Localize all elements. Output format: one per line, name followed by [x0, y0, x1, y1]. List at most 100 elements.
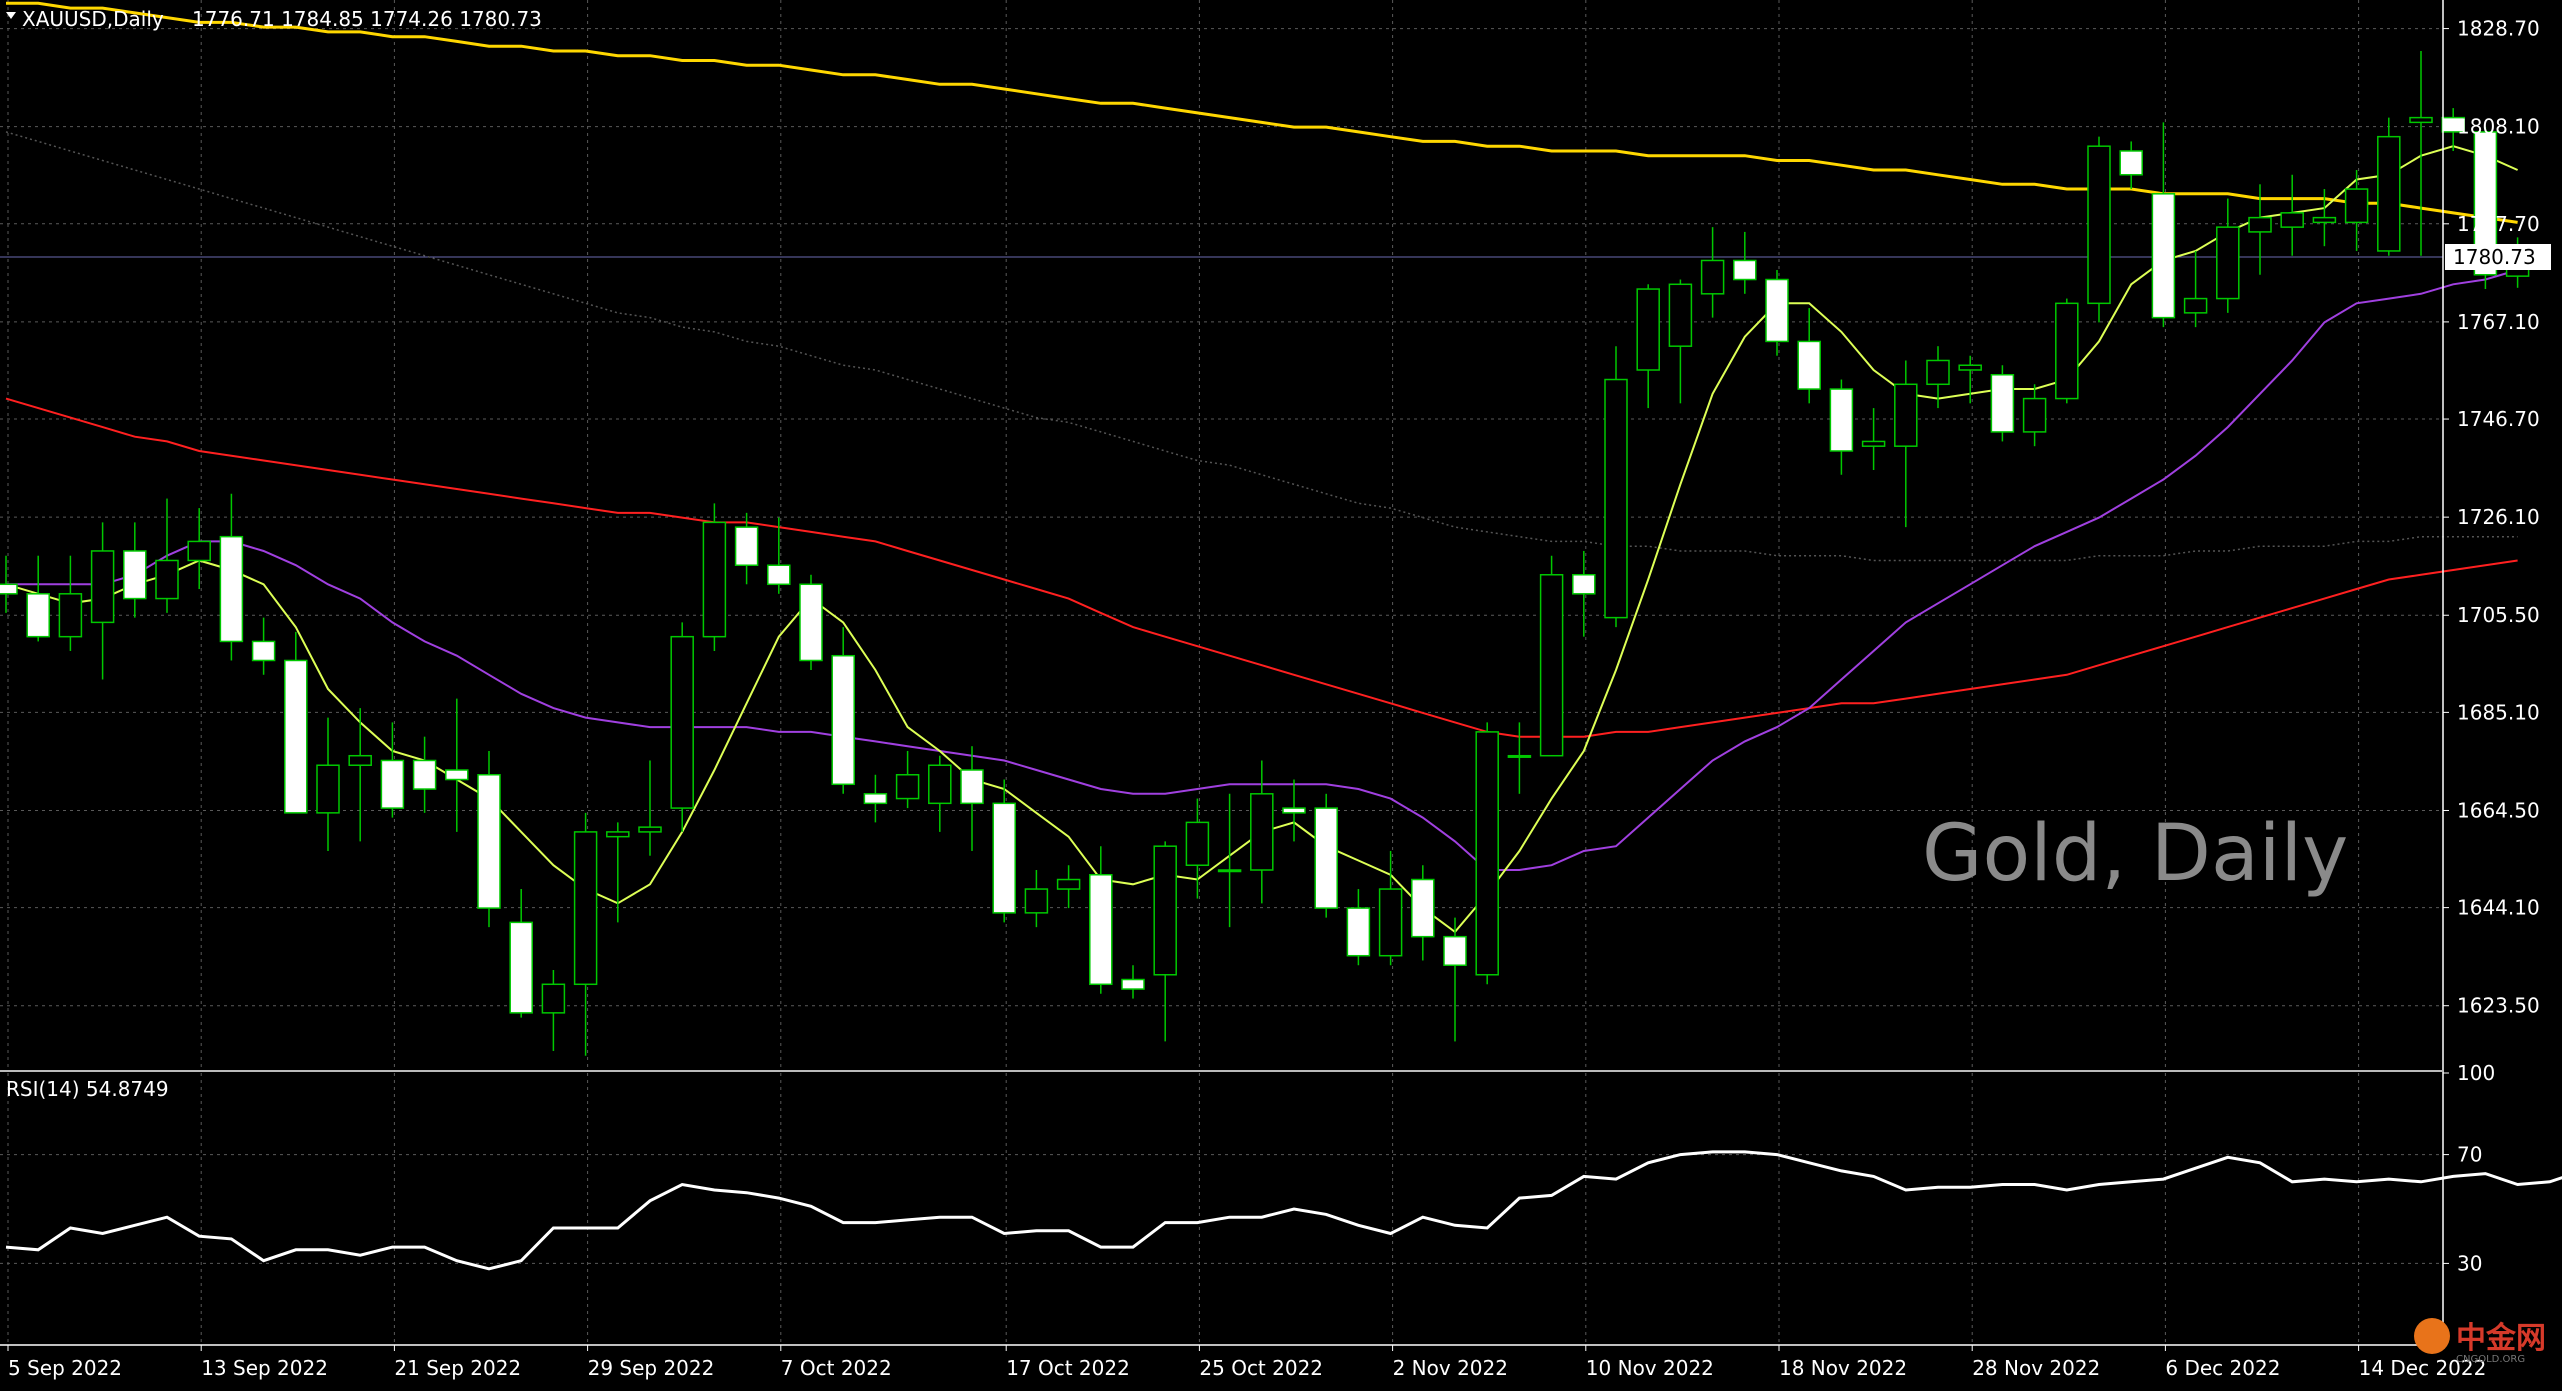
rsi-axis-label: 30 [2457, 1251, 2482, 1275]
price-axis-label: 1808.10 [2457, 115, 2540, 139]
date-axis-label: 13 Sep 2022 [201, 1356, 328, 1380]
ohlc-readout: 1776.71 1784.85 1774.26 1780.73 [192, 7, 542, 31]
candle [863, 774, 888, 823]
candle-body-up [1636, 288, 1660, 371]
candle-body-up [1185, 821, 1210, 866]
price-axis-label: 1623.50 [2457, 994, 2540, 1018]
candle [2022, 384, 2047, 447]
candle [606, 822, 630, 923]
candle [1378, 850, 1403, 966]
candle [1024, 870, 1049, 928]
candle [251, 617, 276, 675]
candle [928, 755, 952, 832]
candle [90, 522, 115, 680]
price-axis-label: 1705.50 [2457, 603, 2540, 627]
candle [2151, 122, 2176, 328]
candle [1346, 889, 1371, 966]
candle-body-up [2344, 188, 2369, 224]
date-axis-label: 21 Sep 2022 [394, 1356, 521, 1380]
candle-body-down [1282, 807, 1306, 814]
candle-body-up [1926, 359, 1950, 386]
candle-body-down [251, 640, 276, 662]
candle-body-down [1733, 259, 1757, 281]
date-axis-label: 5 Sep 2022 [8, 1356, 122, 1380]
candle [380, 722, 405, 818]
candle [477, 750, 501, 928]
candle [2280, 174, 2304, 256]
candle-body-up [2055, 302, 2079, 400]
candle [1507, 722, 1532, 794]
date-axis-label: 17 Oct 2022 [1006, 1356, 1130, 1380]
candle-body-up [316, 764, 340, 814]
price-axis-label: 1726.10 [2457, 505, 2540, 529]
candle [1668, 279, 1693, 404]
candle-body-up [2087, 145, 2111, 305]
candle-body-up [573, 831, 598, 986]
candle [767, 517, 791, 594]
candle-body-down [219, 535, 244, 643]
candle-body-down [2473, 131, 2498, 276]
candle-body-up [2409, 116, 2433, 124]
candle [412, 736, 437, 813]
candle-body-down [1443, 935, 1467, 966]
candle [2055, 298, 2079, 404]
candle [1765, 270, 1789, 356]
candle-body-down [123, 550, 147, 600]
date-axis-label: 2 Nov 2022 [1393, 1356, 1508, 1380]
candle [831, 627, 855, 794]
candle-body-up [2022, 397, 2047, 433]
symbol-label: XAUUSD,Daily [22, 7, 164, 31]
candle-body-up [2280, 212, 2304, 228]
date-axis-label: 10 Nov 2022 [1586, 1356, 1714, 1380]
candle-body-down [1314, 807, 1338, 909]
candle-body-down [0, 583, 18, 595]
candle [1250, 760, 1274, 904]
candle-body-down [1572, 574, 1596, 595]
candle [2441, 108, 2465, 151]
candle-body-down [863, 793, 888, 805]
candle [2119, 141, 2143, 190]
candle-body-up [155, 559, 179, 600]
rsi-label: RSI(14) 54.8749 [6, 1077, 169, 1101]
candle [960, 746, 984, 851]
candle [2248, 184, 2272, 275]
candle [1475, 722, 1499, 985]
price-axis-label: 1664.50 [2457, 798, 2540, 822]
collapse-triangle-icon[interactable] [6, 12, 16, 19]
date-axis-label: 18 Nov 2022 [1779, 1356, 1907, 1380]
candle [1089, 846, 1113, 994]
candle-body-down [509, 921, 533, 1014]
candle [155, 498, 179, 613]
candle-body-down [992, 802, 1016, 914]
candle-body-up [2183, 297, 2208, 314]
candle [2312, 189, 2337, 247]
candle [0, 555, 18, 613]
price-axis-label: 1746.70 [2457, 407, 2540, 431]
candle [219, 493, 244, 661]
candle [509, 889, 533, 1018]
candle [992, 779, 1016, 923]
current-price-tag-box [2445, 244, 2551, 270]
candle-body-up [187, 540, 211, 562]
price-axis-label: 1685.10 [2457, 700, 2540, 724]
candle [2377, 117, 2401, 256]
candle-body-up [1894, 383, 1918, 447]
candle [573, 812, 598, 1056]
candle-body-down [412, 759, 437, 790]
candle [702, 503, 727, 651]
date-axis-label: 6 Dec 2022 [2165, 1356, 2280, 1380]
candle [1604, 346, 1628, 628]
moving-average-line [5, 397, 2518, 738]
rsi-axis-label: 70 [2457, 1143, 2482, 1167]
candles [0, 50, 2530, 1056]
candle-body-up [1539, 574, 1564, 757]
price-axis-label: 1644.10 [2457, 896, 2540, 920]
candle-body-up [638, 826, 662, 833]
candle-body-up [2216, 226, 2240, 300]
candle [1733, 231, 1757, 294]
candle-body-down [1829, 388, 1854, 452]
date-axis-label: 28 Nov 2022 [1972, 1356, 2100, 1380]
candle [1926, 346, 1950, 409]
candle [284, 631, 308, 814]
